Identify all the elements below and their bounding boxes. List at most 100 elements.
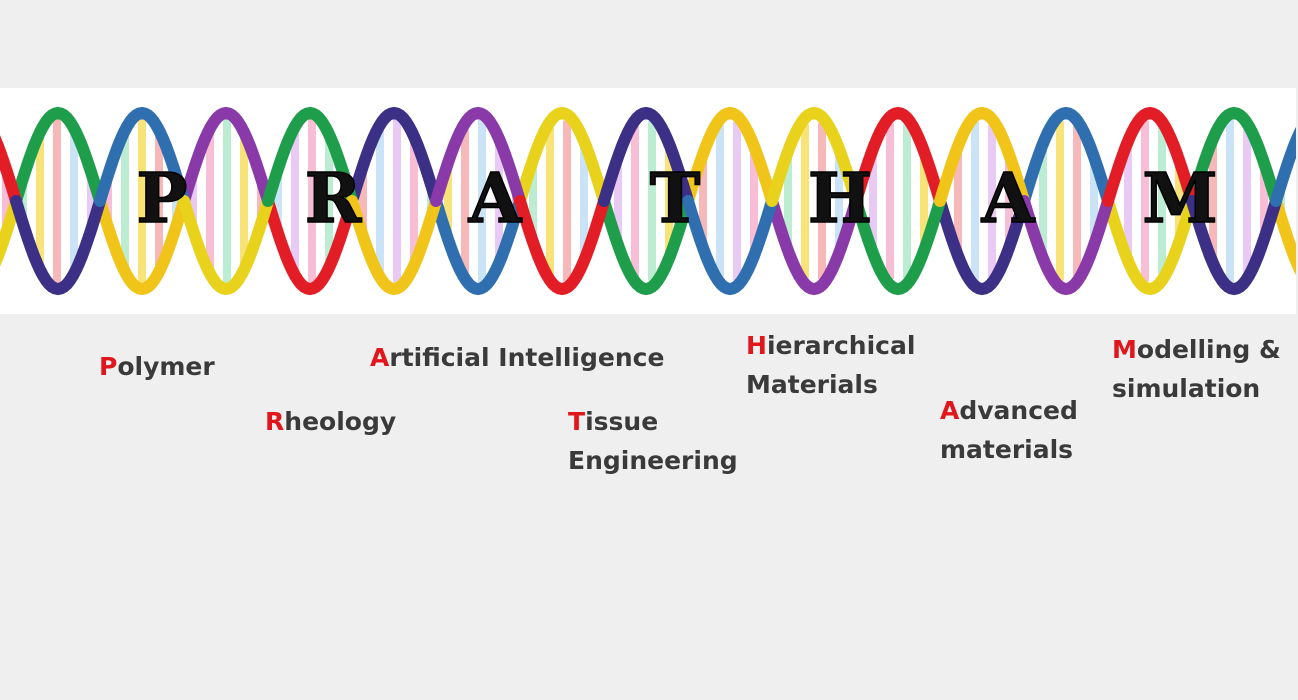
base-pair-rung xyxy=(580,147,588,255)
base-pair-rung xyxy=(1158,127,1166,275)
base-pair-rung xyxy=(325,140,333,262)
helix-letter-a-second: A xyxy=(981,159,1036,239)
base-pair-rung xyxy=(478,119,486,283)
term-modelling-simulation: Modelling & simulation xyxy=(1112,330,1281,408)
term-rest: rtificial Intelligence xyxy=(389,343,665,372)
helix-letter-m: M xyxy=(1142,159,1217,239)
base-pair-rung xyxy=(495,144,503,258)
base-pair-rung xyxy=(1039,149,1047,253)
helix-letter-r: R xyxy=(305,159,362,239)
helix-strand-segment xyxy=(682,106,778,207)
base-pair-rung xyxy=(1141,120,1149,282)
base-pair-rung xyxy=(308,119,316,283)
helix-strand-segment xyxy=(1102,195,1198,296)
base-pair-rung xyxy=(920,157,928,245)
helix-strand-segment xyxy=(766,195,862,296)
term-polymer: Polymer xyxy=(99,347,215,386)
helix-strand-segment xyxy=(178,195,274,296)
base-pair-rung xyxy=(257,184,265,218)
helix-strand-segment xyxy=(346,106,442,207)
base-pair-rung xyxy=(869,154,877,248)
term-tissue-engineering: Tissue Engineering xyxy=(568,402,738,480)
base-pair-rung xyxy=(1175,165,1183,237)
base-pair-rung xyxy=(291,132,299,270)
helix-strand-segment xyxy=(1270,195,1296,276)
base-pair-rung xyxy=(36,138,44,264)
term-initial: A xyxy=(370,343,390,372)
helix-strand-segment xyxy=(514,106,610,207)
helix-letter-t: T xyxy=(650,159,701,239)
base-pair-rung xyxy=(19,184,27,218)
base-pair-rung xyxy=(954,152,962,250)
base-pair-rung xyxy=(988,125,996,277)
helix-strand-segment xyxy=(850,195,946,296)
base-pair-rung xyxy=(70,134,78,268)
base-pair-rung xyxy=(444,168,452,234)
base-pair-rung xyxy=(733,121,741,281)
base-pair-rung xyxy=(648,121,656,281)
term-initial: H xyxy=(746,331,767,360)
base-pair-rung xyxy=(699,160,707,242)
base-pair-rung xyxy=(2,174,10,228)
helix-strand-segment xyxy=(514,195,610,296)
term-rest: dvanced xyxy=(959,396,1078,425)
base-pair-rung xyxy=(546,127,554,275)
base-pair-rung xyxy=(87,177,95,225)
term-initial: T xyxy=(568,407,586,436)
base-pair-rung xyxy=(461,129,469,273)
helix-strand-segment xyxy=(262,195,358,296)
term-line2: materials xyxy=(940,435,1074,464)
term-initial: A xyxy=(940,396,960,425)
term-initial: P xyxy=(99,352,118,381)
helix-letters: P R A T H A M xyxy=(136,158,1219,240)
term-rheology: Rheology xyxy=(265,402,396,441)
helix-strand-segment xyxy=(934,195,1030,296)
helix-strand-segment xyxy=(1186,195,1282,296)
base-pair-rung xyxy=(903,123,911,279)
base-pair-rung xyxy=(784,157,792,245)
helix-strand-segment xyxy=(1186,106,1282,207)
base-pair-rung xyxy=(818,122,826,280)
term-advanced-materials: Advanced materials xyxy=(940,391,1078,469)
term-initial: M xyxy=(1112,335,1137,364)
base-pair-rung xyxy=(1124,147,1132,255)
helix-strand-segment xyxy=(1102,106,1198,207)
term-line2: simulation xyxy=(1112,374,1261,403)
helix-strand-segment xyxy=(682,195,778,296)
base-pair-rung xyxy=(138,119,146,283)
dna-helix-graphic: P R A T H A M xyxy=(0,106,1296,296)
base-pair-rung xyxy=(1073,126,1081,276)
helix-strand-segment xyxy=(10,195,106,296)
base-pair-rung xyxy=(359,171,367,231)
base-pair-rung xyxy=(665,149,673,253)
helix-strand-segment xyxy=(94,106,190,207)
base-pair-rung xyxy=(223,119,231,283)
helix-strand-segment xyxy=(262,106,358,207)
term-rest: ierarchical xyxy=(766,331,916,360)
term-hierarchical-materials: Hierarchical Materials xyxy=(746,326,915,404)
helix-letter-p: P xyxy=(136,159,187,239)
base-pair-rung xyxy=(1005,160,1013,242)
base-pair-rung xyxy=(376,130,384,272)
helix-strand-segment xyxy=(1270,126,1296,207)
helix-strand-segment xyxy=(766,106,862,207)
helix-strand-segment xyxy=(1018,195,1114,296)
term-initial: R xyxy=(265,407,285,436)
helix-strand-segment xyxy=(94,195,190,296)
helix-strands xyxy=(0,106,1296,296)
helix-strand-segment xyxy=(10,106,106,207)
base-pair-rung xyxy=(750,152,758,250)
helix-strand-segment xyxy=(430,106,526,207)
base-pair-rung xyxy=(53,119,61,283)
base-pair-rung xyxy=(1243,129,1251,273)
base-pair-rung xyxy=(410,142,418,260)
term-rest: heology xyxy=(284,407,397,436)
helix-strand-segment xyxy=(598,106,694,207)
base-pair-rung xyxy=(206,134,214,268)
base-pair-rung xyxy=(189,178,197,224)
base-pair-rung xyxy=(1056,121,1064,281)
base-pair-rung xyxy=(529,166,537,236)
base-pair-rung xyxy=(563,120,571,282)
base-pair-rung xyxy=(172,180,180,222)
helix-strand-segment xyxy=(934,106,1030,207)
